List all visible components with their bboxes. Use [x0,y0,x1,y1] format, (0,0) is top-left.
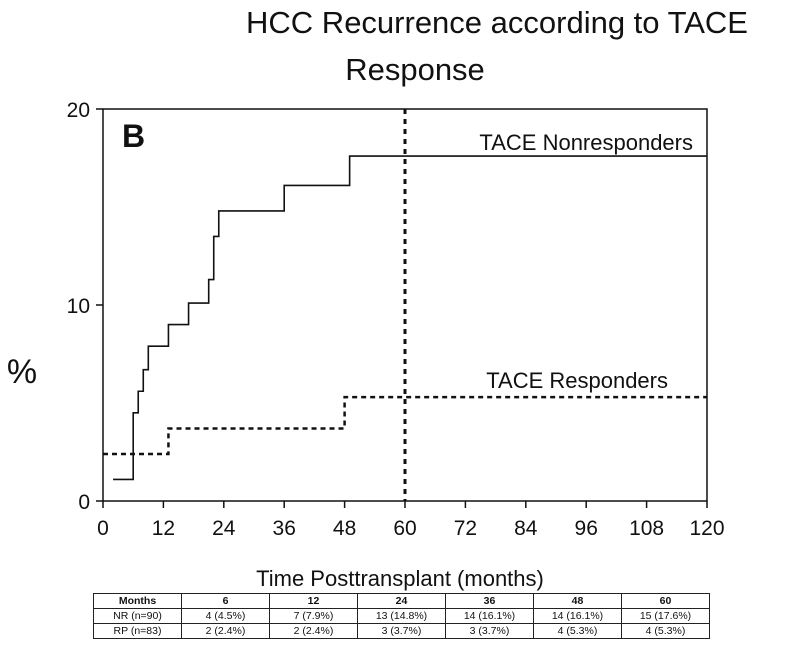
x-tick-label: 96 [575,517,598,540]
table-cell: 3 (3.7%) [445,623,534,639]
chart-title-line-1: HCC Recurrence according to TACE [246,5,748,40]
table-header-cell: Months [93,593,182,609]
x-tick-label: 12 [152,517,175,540]
x-tick-label: 72 [454,517,477,540]
x-axis-label: Time Posttransplant (months) [256,566,544,591]
table-cell: 15 (17.6%) [621,608,710,624]
table-cell: 14 (16.1%) [445,608,534,624]
x-tick-label: 36 [273,517,296,540]
y-tick-label: 0 [78,491,90,514]
recurrence-table: Months 6 12 24 36 48 60 NR (n=90) 4 (4.5… [93,593,710,639]
table-cell: 4 (4.5%) [181,608,270,624]
x-tick-label: 108 [629,517,664,540]
table-row: RP (n=83) 2 (2.4%) 2 (2.4%) 3 (3.7%) 3 (… [93,623,710,639]
table-cell: 2 (2.4%) [181,623,270,639]
y-axis-label: % [7,353,37,391]
y-tick-label: 20 [67,99,90,122]
table-cell: RP (n=83) [93,623,182,639]
x-tick-label: 120 [689,517,724,540]
recurrence-chart: HCC Recurrence according to TACE Respons… [7,5,748,591]
table-header-cell: 48 [533,593,622,609]
nonresponders-curve [113,155,707,481]
nonresponders-label: TACE Nonresponders [479,130,693,155]
table-header-cell: 60 [621,593,710,609]
panel-label: B [122,118,145,154]
table-cell: 3 (3.7%) [357,623,446,639]
table-header-cell: 6 [181,593,270,609]
table-cell: 4 (5.3%) [621,623,710,639]
x-tick-label: 24 [212,517,236,540]
table-row: NR (n=90) 4 (4.5%) 7 (7.9%) 13 (14.8%) 1… [93,608,710,624]
table-cell: NR (n=90) [93,608,182,624]
x-tick-label: 0 [97,517,109,540]
x-tick-label: 84 [514,517,538,540]
chart-title-line-2: Response [345,52,485,87]
table-cell: 14 (16.1%) [533,608,622,624]
table-header-cell: 12 [269,593,358,609]
table-cell: 4 (5.3%) [533,623,622,639]
table-header-cell: 24 [357,593,446,609]
table-header-cell: 36 [445,593,534,609]
responders-label: TACE Responders [486,368,668,393]
table-cell: 7 (7.9%) [269,608,358,624]
responders-curve [103,395,707,456]
table-header-row: Months 6 12 24 36 48 60 [93,593,710,609]
table-cell: 2 (2.4%) [269,623,358,639]
table-cell: 13 (14.8%) [357,608,446,624]
x-tick-label: 60 [393,517,416,540]
y-tick-label: 10 [67,295,90,318]
x-tick-label: 48 [333,517,356,540]
